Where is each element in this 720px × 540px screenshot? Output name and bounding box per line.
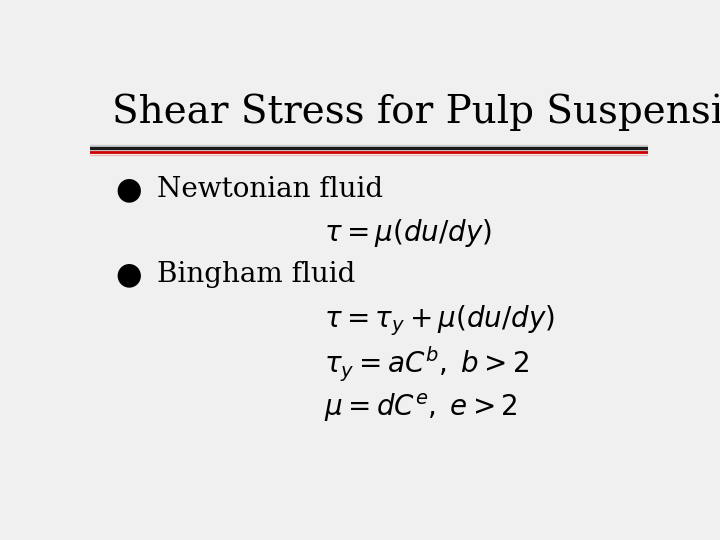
Text: $\tau = \tau_y + \mu(du/dy)$: $\tau = \tau_y + \mu(du/dy)$ (324, 303, 556, 338)
Text: $\tau = \mu(du/dy)$: $\tau = \mu(du/dy)$ (324, 217, 492, 249)
Text: Shear Stress for Pulp Suspensions: Shear Stress for Pulp Suspensions (112, 94, 720, 131)
Text: Newtonian fluid: Newtonian fluid (157, 176, 383, 203)
Text: $\tau_y = aC^b, \; b > 2$: $\tau_y = aC^b, \; b > 2$ (324, 345, 529, 384)
Text: ●: ● (116, 260, 143, 289)
Text: Bingham fluid: Bingham fluid (157, 261, 356, 288)
Text: $\mu = dC^e, \; e > 2$: $\mu = dC^e, \; e > 2$ (324, 392, 518, 424)
Text: ●: ● (116, 175, 143, 204)
